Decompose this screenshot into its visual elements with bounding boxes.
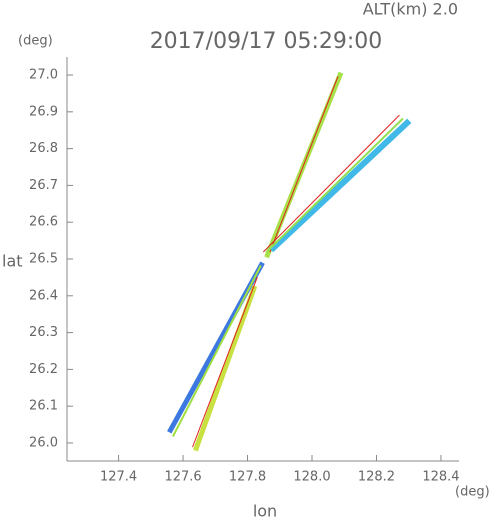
y-tick-label: 26.5: [29, 252, 58, 267]
data-streak: [269, 76, 339, 253]
x-tick-label: 127.8: [229, 470, 266, 485]
y-unit: (deg): [18, 34, 53, 49]
data-streak: [172, 265, 262, 437]
x-tick-label: 128.0: [293, 470, 330, 485]
data-streak: [192, 276, 258, 448]
y-axis-label: lat: [2, 252, 23, 271]
y-tick-label: 26.3: [29, 325, 58, 340]
x-tick-label: 128.4: [422, 470, 459, 485]
x-unit: (deg): [455, 485, 490, 500]
data-streak: [262, 114, 400, 253]
y-tick-label: 27.0: [29, 68, 58, 83]
data-streak: [193, 285, 258, 452]
x-tick-label: 127.6: [164, 470, 201, 485]
y-tick-label: 26.9: [29, 104, 58, 119]
y-tick-label: 26.0: [29, 435, 58, 450]
x-tick-label: 128.2: [358, 470, 395, 485]
x-tick-label: 127.4: [100, 470, 137, 485]
y-tick-label: 26.4: [29, 288, 58, 303]
y-tick-label: 26.7: [29, 178, 58, 193]
data-streak: [265, 117, 404, 254]
y-tick-label: 26.2: [29, 362, 58, 377]
annotation: ALT(km) 2.0: [363, 0, 458, 19]
y-tick-label: 26.6: [29, 215, 58, 230]
chart-title: 2017/09/17 05:29:00: [150, 29, 383, 54]
y-tick-label: 26.8: [29, 141, 58, 156]
y-tick-label: 26.1: [29, 399, 58, 414]
data-streak: [269, 118, 412, 253]
x-axis-label: lon: [253, 502, 277, 521]
